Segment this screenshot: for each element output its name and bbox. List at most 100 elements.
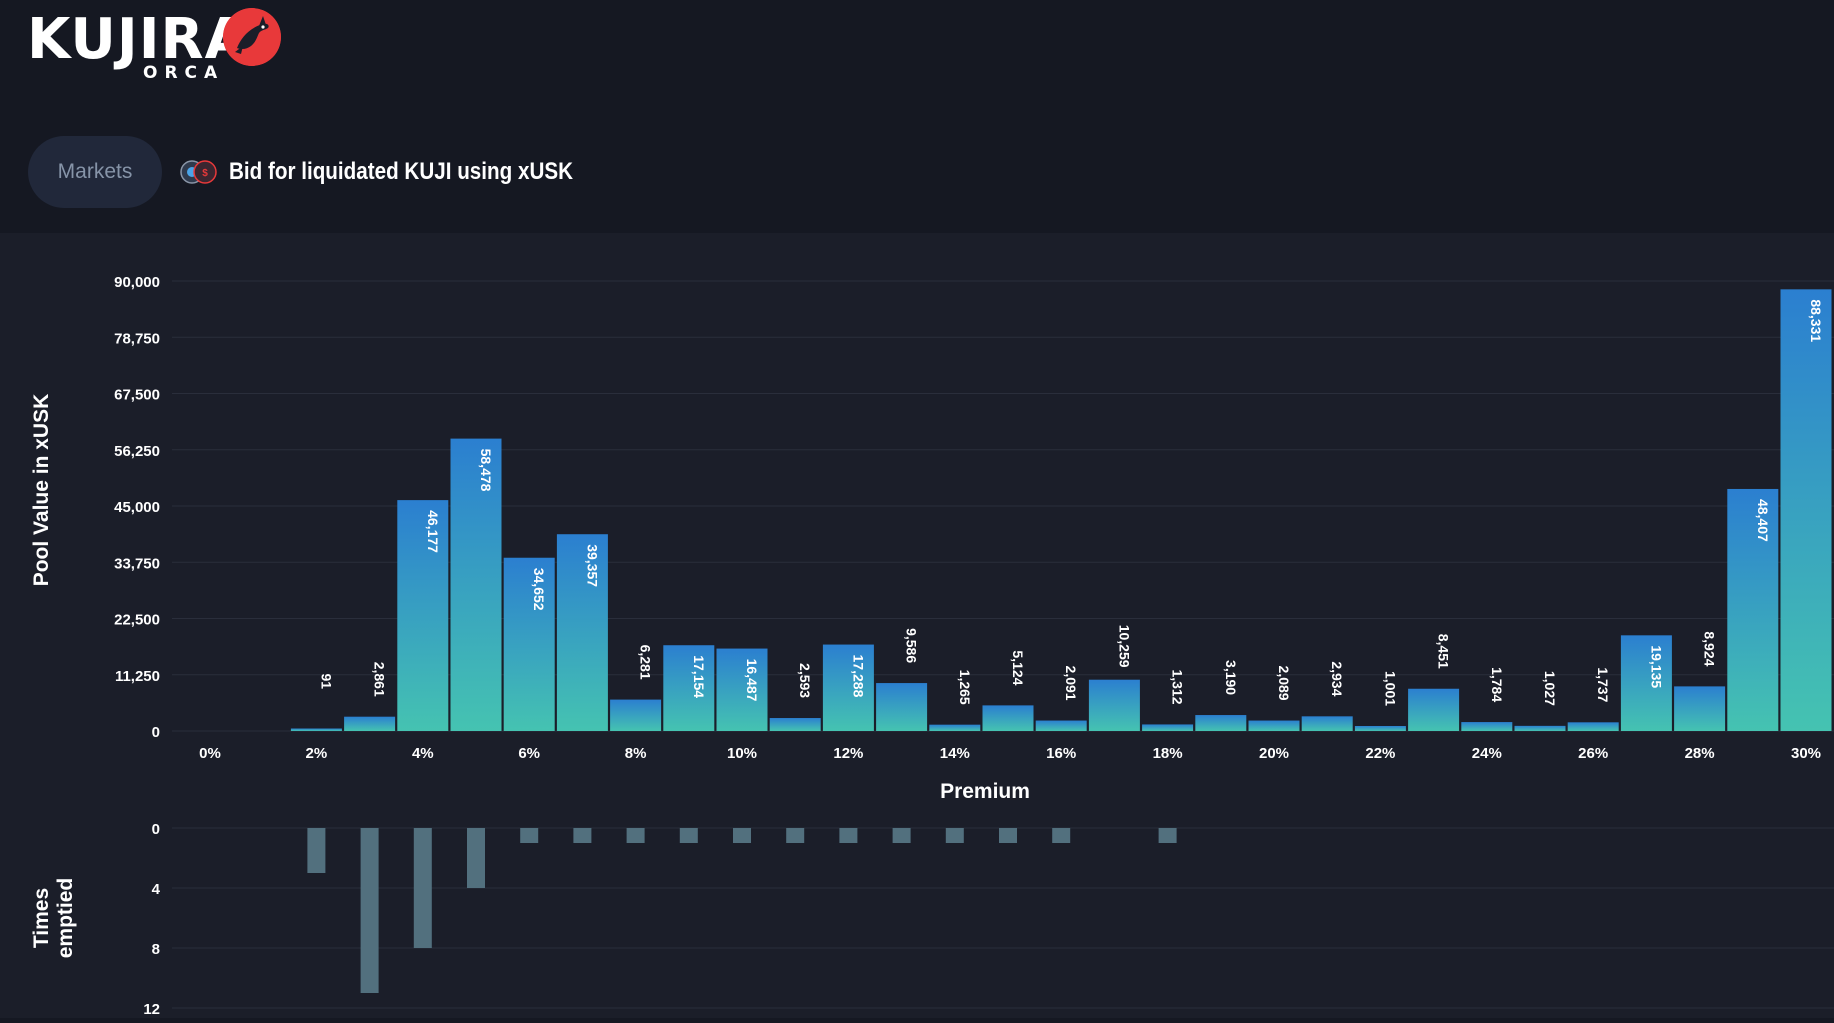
pool-value-bar[interactable] [929,724,981,731]
times-emptied-bar[interactable] [573,828,592,843]
bar-value-label: 2,861 [372,662,388,697]
times-emptied-bar[interactable] [360,828,379,993]
x-tick-label: 18% [1153,745,1183,762]
bar-value-label: 6,281 [638,645,654,680]
times-emptied-bar[interactable] [679,828,698,843]
pool-value-bar[interactable] [1727,488,1779,731]
bar-value-label: 17,154 [691,655,707,698]
bar-value-label: 9,586 [904,628,920,663]
times-emptied-grid [172,827,1834,1009]
logo-text: KUJIRA [27,7,250,72]
pool-value-bar[interactable] [716,648,768,731]
times-emptied-bar[interactable] [733,828,751,843]
times-emptied-title: Timesemptied [30,878,77,959]
times-emptied-bar[interactable] [1158,828,1177,843]
pool-value-bar[interactable] [663,645,715,731]
x-axis-title: Premium [940,780,1030,803]
x-tick-label: 6% [518,745,540,762]
times-emptied-bar[interactable] [307,828,326,873]
x-tick-label: 0% [199,745,221,762]
times-emptied-bar[interactable] [1052,828,1071,843]
bar-value-label: 2,593 [797,663,813,698]
pool-value-bar[interactable] [1674,686,1726,731]
pool-value-bar[interactable] [769,718,821,731]
x-tick-label: 8% [625,745,647,762]
x-tick-label: 30% [1791,745,1821,762]
pool-value-bar[interactable] [1567,722,1619,731]
y-tick-label: 45,000 [114,499,160,516]
times-emptied-bar[interactable] [945,828,964,843]
bar-value-label: 8,451 [1436,634,1452,669]
pool-value-bar[interactable] [876,683,928,731]
y-tick-label: 8 [152,941,160,958]
pool-value-bar[interactable] [1195,715,1247,731]
pool-value-bar[interactable] [1408,688,1460,731]
bar-value-label: 88,331 [1808,299,1824,342]
x-tick-label: 26% [1578,745,1608,762]
x-tick-label: 2% [306,745,328,762]
times-emptied-bar[interactable] [626,828,645,843]
y-tick-label: 11,250 [115,668,160,685]
x-tick-label: 12% [833,745,863,762]
pool-value-bar[interactable] [503,557,555,731]
times-emptied-bar[interactable] [999,828,1017,843]
logo-subtext: ORCA [143,63,225,83]
pool-value-bar[interactable] [822,644,874,731]
bar-value-label: 5,124 [1010,650,1026,685]
pool-value-bar[interactable] [1301,716,1353,731]
pool-value-labels: 91 2,861 46,177 58,478 34,652 39,357 6,281 17,1… [318,299,1824,706]
charts-svg: 91 2,861 46,177 58,478 34,652 39,357 6,281 17,1… [30,274,1834,1018]
x-tick-label: 22% [1365,745,1395,762]
x-tick-label: 24% [1472,745,1502,762]
chart-panel: 91 2,861 46,177 58,478 34,652 39,357 6,281 17,1… [0,233,1834,1018]
y-tick-label: 56,250 [114,443,160,460]
pool-value-bars [290,289,1832,732]
x-tick-label: 20% [1259,745,1289,762]
pool-value-bar[interactable] [450,438,502,731]
pool-value-bar[interactable] [397,500,449,731]
times-emptied-bar[interactable] [786,828,805,843]
y-tick-label: 33,750 [114,555,160,572]
bar-value-label: 1,001 [1382,671,1398,706]
kujira-orca-logo[interactable]: KUJIRA ORCA [27,7,287,83]
page-title: Bid for liquidated KUJI using xUSK [229,158,574,185]
pool-value-bar[interactable] [1142,724,1194,731]
x-tick-label: 10% [727,745,757,762]
times-emptied-bar[interactable] [413,828,432,948]
header: KUJIRA ORCA Markets $ Bid for liquidated… [0,0,1834,233]
pool-value-bar[interactable] [1514,725,1566,731]
pool-value-bar[interactable] [1780,289,1832,731]
bar-value-label: 17,288 [850,655,866,698]
y-axis-title: Pool Value in xUSK [30,394,53,587]
pool-value-bar[interactable] [982,705,1034,731]
times-emptied-y-ticks: 0 4 8 12 [143,821,160,1018]
bar-value-label: 46,177 [425,510,441,553]
y-tick-label: 22,500 [114,612,160,629]
orca-whale-icon [223,8,281,66]
pool-value-bar[interactable] [1248,720,1300,731]
pool-value-bar[interactable] [290,728,342,732]
pool-value-bar[interactable] [1461,722,1513,731]
pool-value-bar[interactable] [610,699,662,731]
pool-value-bar[interactable] [556,534,608,731]
pool-value-bar[interactable] [1088,679,1140,731]
y-tick-label: 90,000 [114,274,160,291]
bar-value-label: 2,091 [1063,666,1079,701]
svg-text:$: $ [202,168,208,179]
times-emptied-bar[interactable] [839,828,858,843]
pool-value-bar[interactable] [1354,725,1406,731]
pool-value-bar[interactable] [1620,635,1672,731]
bar-value-label: 16,487 [744,659,760,702]
premium-x-ticks: 0% 2% 4% 6% 8% 10% 12% 14% 16% 18% 20% 22% 24% 26% 28%… [199,745,1821,762]
times-emptied-bar[interactable] [520,828,539,843]
pool-value-y-ticks: 90,000 78,750 67,500 56,250 45,000 33,750 22,5… [114,274,160,741]
y-tick-label: 78,750 [114,330,160,347]
pool-value-bar[interactable] [344,716,396,731]
times-emptied-bar[interactable] [467,828,485,888]
markets-button[interactable]: Markets [28,136,162,208]
times-emptied-bar[interactable] [892,828,911,843]
x-tick-label: 28% [1685,745,1715,762]
x-tick-label: 4% [412,745,434,762]
pool-value-bar[interactable] [1035,720,1087,731]
kuji-xusk-pair-icon: $ [180,160,217,184]
